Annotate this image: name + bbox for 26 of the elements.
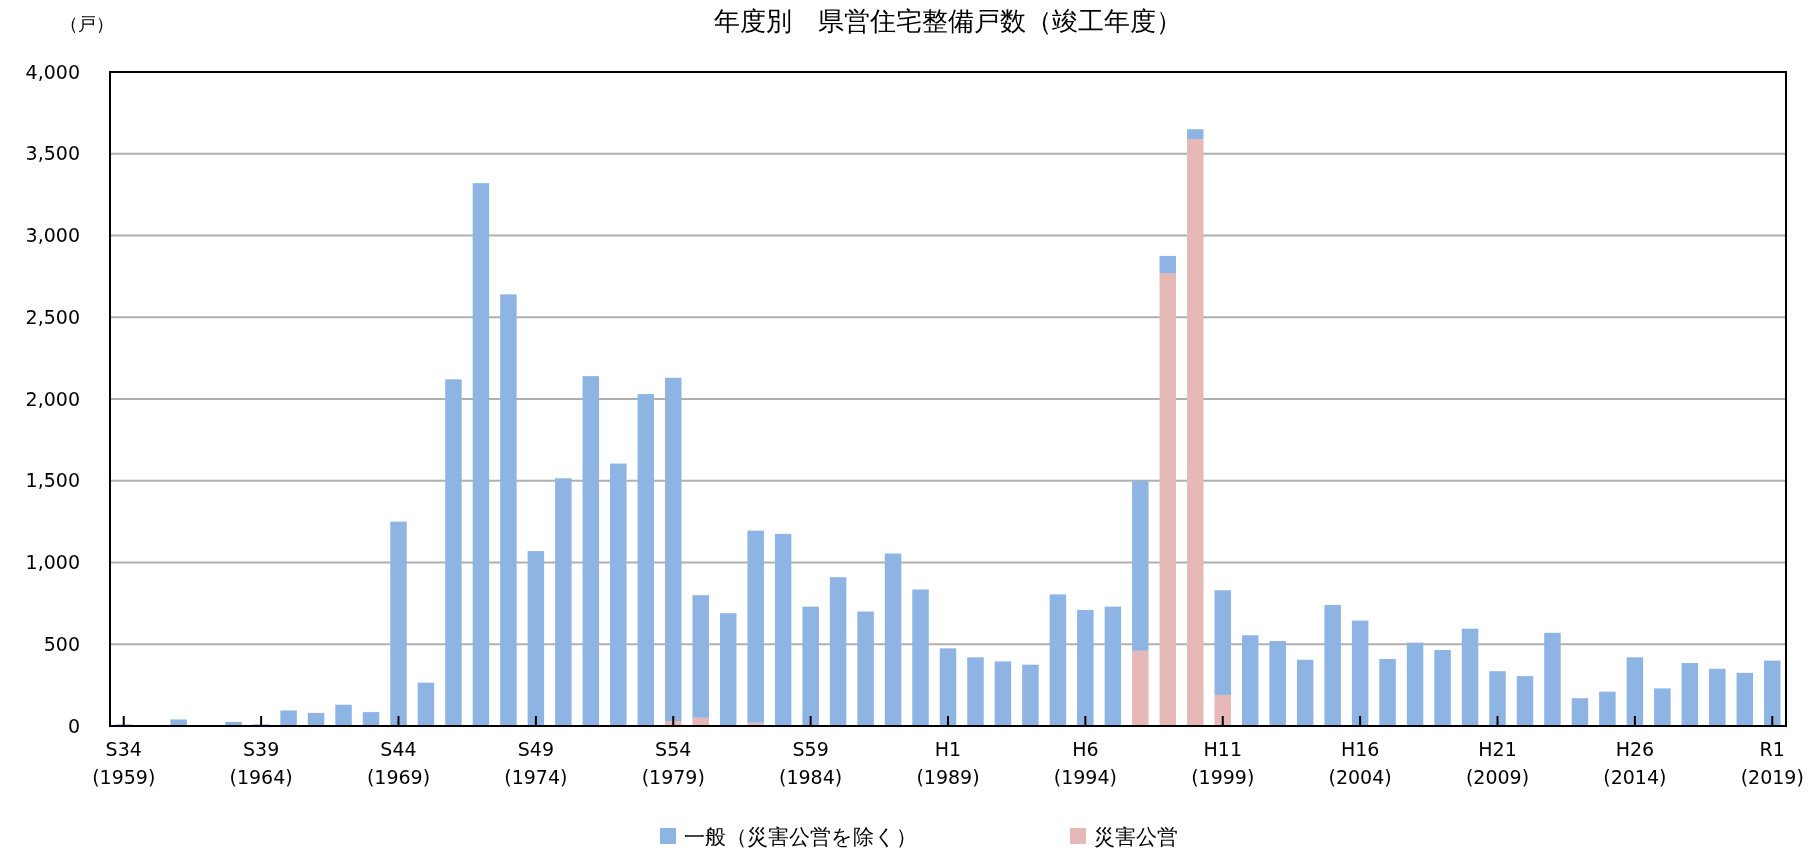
y-axis-title: （戸） — [60, 13, 114, 34]
x-tick-label: H26 (2014) — [1603, 738, 1667, 788]
x-tick-label: S34 (1959) — [92, 738, 156, 788]
x-tick-label: S49 (1974) — [504, 738, 568, 788]
y-tick-label: 4,000 — [25, 60, 80, 83]
x-tick-label: S44 (1969) — [366, 738, 431, 788]
x-tick-label: H6 (1994) — [1053, 738, 1117, 788]
y-tick-label: 1,500 — [25, 469, 80, 492]
x-tick-label: H11 (1999) — [1191, 738, 1255, 788]
x-tick-label: R1 (2019) — [1740, 738, 1804, 788]
legend-label: 一般（災害公営を除く） — [684, 825, 917, 849]
y-tick-label: 3,500 — [25, 142, 80, 165]
y-tick-label: 0 — [67, 714, 80, 737]
x-tick-label: S54 (1979) — [641, 738, 705, 788]
y-tick-label: 2,000 — [25, 387, 80, 410]
y-tick-label: 1,000 — [25, 551, 80, 574]
legend-label: 災害公営 — [1094, 825, 1178, 849]
x-tick-label: S59 (1984) — [779, 738, 843, 788]
y-tick-label: 3,000 — [25, 224, 80, 247]
x-tick-label: S39 (1964) — [229, 738, 293, 788]
y-tick-label: 500 — [43, 632, 80, 655]
y-tick-label: 2,500 — [25, 305, 80, 328]
x-tick-label: H21 (2009) — [1465, 738, 1530, 788]
x-tick-label: H16 (2004) — [1328, 738, 1392, 788]
x-tick-label: H1 (1989) — [916, 738, 980, 788]
chart-title: 年度別 県営住宅整備戸数（竣工年度） — [714, 6, 1182, 36]
